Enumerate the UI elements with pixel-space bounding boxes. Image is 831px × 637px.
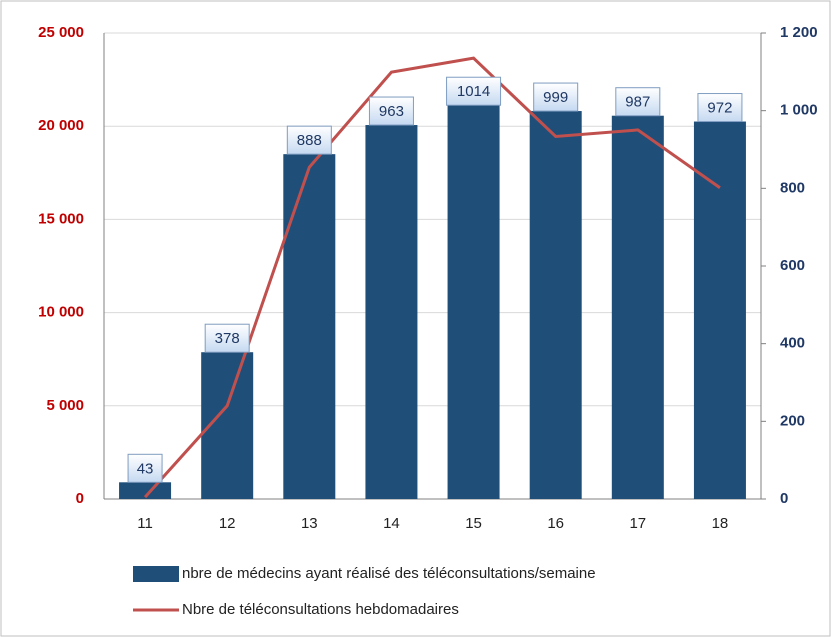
x-tick-label: 11 — [137, 515, 153, 532]
y-tick-label: 10 000 — [38, 304, 84, 321]
data-label-box — [615, 87, 661, 117]
data-label: 972 — [707, 100, 732, 117]
y2-tick-label: 0 — [780, 490, 788, 507]
y2-tick-label: 800 — [780, 179, 805, 196]
data-label: 1014 — [457, 83, 490, 100]
y2-tick-label: 1 000 — [780, 102, 818, 119]
bar — [119, 482, 172, 499]
y2-tick-label: 600 — [780, 257, 805, 274]
y-tick-label: 20 000 — [38, 117, 84, 134]
legend-label: Nbre de téléconsultations hebdomadaires — [182, 601, 459, 618]
data-label-box — [533, 82, 579, 112]
data-label: 987 — [625, 94, 650, 111]
legend-swatch — [133, 566, 179, 582]
bar — [365, 125, 418, 499]
data-label: 888 — [297, 132, 322, 149]
x-tick-label: 14 — [383, 515, 400, 532]
bar — [283, 154, 336, 499]
data-label-box — [286, 125, 332, 155]
data-label-box — [204, 323, 250, 353]
x-tick-label: 16 — [547, 515, 564, 532]
data-label-box — [697, 93, 743, 123]
y2-tick-label: 200 — [780, 412, 805, 429]
bar — [693, 121, 746, 499]
x-tick-label: 13 — [301, 515, 318, 532]
x-tick-label: 18 — [712, 515, 729, 532]
line — [143, 56, 721, 499]
y-tick-label: 25 000 — [38, 24, 84, 41]
y-tick-label: 5 000 — [46, 397, 84, 414]
bar — [529, 111, 582, 500]
y2-tick-label: 400 — [780, 335, 805, 352]
bar — [447, 105, 500, 499]
data-label: 963 — [379, 103, 404, 120]
bar — [611, 115, 664, 499]
x-tick-label: 12 — [219, 515, 236, 532]
data-label: 999 — [543, 89, 568, 106]
data-label: 43 — [137, 460, 154, 477]
x-tick-label: 15 — [465, 515, 482, 532]
y-tick-label: 15 000 — [38, 210, 84, 227]
data-label: 378 — [215, 330, 240, 347]
y2-tick-label: 1 200 — [780, 24, 818, 41]
x-tick-label: 17 — [629, 515, 646, 532]
data-label-box — [127, 453, 163, 483]
legend-label: nbre de médecins ayant réalisé des téléc… — [182, 565, 596, 582]
y-tick-label: 0 — [76, 490, 84, 507]
data-label-box — [446, 76, 502, 106]
data-label-box — [368, 96, 414, 126]
